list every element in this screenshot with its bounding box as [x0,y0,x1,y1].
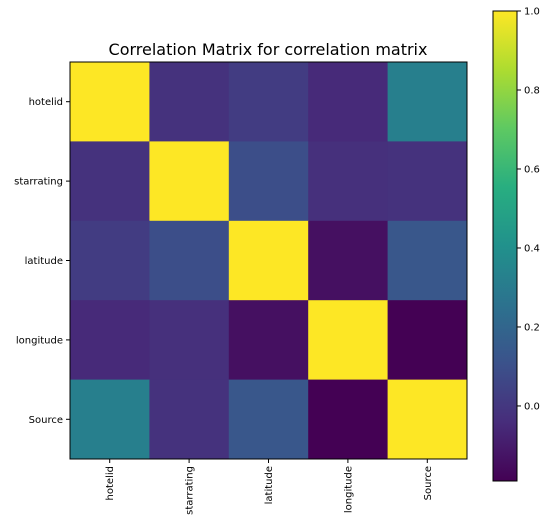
y-tick-label: hotelid [29,97,63,108]
heatmap-cell-4-1 [149,379,230,460]
heatmap-cell-1-4 [387,141,468,222]
colorbar-tick-label: 0.2 [524,322,540,333]
heatmap-cell-4-4 [387,379,468,460]
heatmap-cell-1-2 [228,141,309,222]
x-axis-ticks: hotelid starrating latitude longitude Source [105,459,434,515]
x-tick-label: longitude [343,466,354,513]
y-tick-label: latitude [25,256,63,267]
heatmap-cell-0-0 [70,62,150,142]
colorbar-tick-label: 0.4 [524,243,540,254]
chart-title: Correlation Matrix for correlation matri… [109,40,428,59]
heatmap-cell-4-2 [228,379,309,460]
colorbar-tick-label: 0.0 [524,401,540,412]
heatmap-cell-0-3 [308,62,389,142]
x-tick-label: latitude [264,466,275,504]
heatmap-cells [70,62,468,460]
y-tick-label: starrating [14,177,63,188]
x-tick-label: Source [423,466,434,500]
heatmap-cell-2-0 [70,220,150,301]
heatmap-cell-3-3 [308,300,389,381]
y-tick-label: longitude [16,335,63,346]
heatmap-cell-1-0 [70,141,150,222]
colorbar-tick-label: 0.8 [524,85,540,96]
heatmap-cell-3-1 [149,300,230,381]
y-tick-label: Source [29,415,63,426]
y-axis-ticks: hotelid starrating latitude longitude Source [14,97,70,426]
heatmap-cell-4-0 [70,379,150,460]
x-tick-label: hotelid [105,466,116,500]
heatmap-cell-4-3 [308,379,389,460]
colorbar-tick-label: 0.6 [524,164,540,175]
heatmap-cell-0-4 [387,62,468,142]
heatmap-cell-0-2 [228,62,309,142]
heatmap-cell-0-1 [149,62,230,142]
heatmap-cell-3-4 [387,300,468,381]
heatmap-cell-2-1 [149,220,230,301]
heatmap-cell-3-2 [228,300,309,381]
heatmap-cell-2-2 [228,220,309,301]
heatmap-cell-2-4 [387,220,468,301]
heatmap-cell-3-0 [70,300,150,381]
x-tick-label: starrating [185,466,196,515]
colorbar-frame [492,10,518,482]
heatmap-cell-1-3 [308,141,389,222]
colorbar-ticks: 1.0 0.8 0.6 0.4 0.2 0.0 [517,7,540,412]
colorbar [493,11,517,481]
heatmap-cell-2-3 [308,220,389,301]
colorbar-tick-label: 1.0 [524,7,540,18]
heatmap-cell-1-1 [149,141,230,222]
